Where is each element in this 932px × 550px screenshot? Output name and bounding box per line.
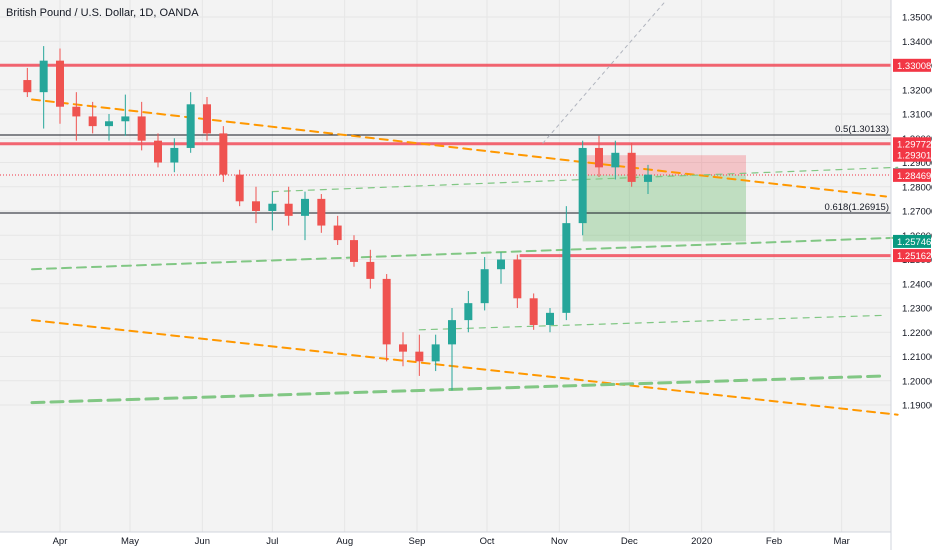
price-badge (893, 137, 931, 151)
candle-body[interactable] (284, 203, 293, 216)
y-tick-label: 1.35000 (902, 13, 932, 24)
price-badge-label: 1.29301 (897, 151, 931, 162)
y-tick-label: 1.31000 (902, 110, 932, 121)
x-tick-label: Nov (551, 536, 568, 547)
candle-body[interactable] (595, 147, 603, 168)
time-axis[interactable]: Apr May Jun Jul Aug Sep Oct Nov Dec 2020 Feb Mar (53, 536, 850, 547)
y-tick-label: 1.24000 (902, 279, 932, 290)
candle-body[interactable] (578, 147, 587, 224)
candle-body[interactable] (23, 80, 32, 93)
price-badge (893, 58, 931, 72)
price-axis[interactable]: 1.350001.340001.330001.320001.310001.300… (902, 13, 932, 412)
y-tick-label: 1.32000 (902, 85, 932, 96)
candle-body[interactable] (154, 140, 162, 163)
candle-body[interactable] (448, 320, 456, 345)
candle-body[interactable] (333, 225, 342, 241)
candle-body[interactable] (513, 259, 522, 299)
candle-body[interactable] (72, 106, 81, 117)
candle-body[interactable] (137, 116, 146, 141)
candle-body[interactable] (56, 60, 64, 107)
candle-body[interactable] (529, 298, 538, 325)
candle-body[interactable] (350, 240, 358, 262)
candle-body[interactable] (644, 174, 652, 182)
y-tick-label: 1.22000 (902, 328, 932, 339)
candle-body[interactable] (186, 104, 195, 148)
grid (0, 0, 891, 532)
candle-body[interactable] (39, 60, 48, 93)
candle-body[interactable] (268, 203, 277, 211)
x-tick-label: Feb (766, 536, 782, 547)
price-badge-label: 1.29772 (897, 139, 931, 150)
y-tick-label: 1.34000 (902, 37, 932, 48)
candle-body[interactable] (415, 351, 424, 362)
price-badges: 1.330081.297721.293011.284861.284691.257… (893, 58, 931, 263)
candle-body[interactable] (121, 116, 130, 122)
y-tick-label: 1.29000 (902, 158, 932, 169)
plot-background (0, 0, 891, 532)
chart-title: British Pound / U.S. Dollar, 1D, OANDA (6, 7, 199, 19)
orange-trendline-upper[interactable] (31, 98, 887, 198)
green-trendline-mid[interactable] (31, 236, 899, 271)
candle-body[interactable] (301, 198, 309, 216)
x-tick-label: Aug (336, 536, 353, 547)
candle-body[interactable] (562, 223, 571, 313)
fib-level-label: 0.618(1.26915) (825, 202, 889, 213)
x-tick-label: Sep (409, 536, 426, 547)
candle-body[interactable] (105, 121, 113, 127)
price-badge (893, 148, 931, 162)
candle-body[interactable] (399, 344, 407, 352)
y-tick-label: 1.28000 (902, 182, 932, 193)
green-trendline-thin[interactable] (418, 314, 887, 331)
price-badge (893, 249, 931, 263)
price-badge-label: 1.25746 (897, 237, 931, 248)
position-zones (582, 155, 746, 242)
candle-body[interactable] (252, 201, 260, 211)
x-tick-label: Apr (53, 536, 68, 547)
trendlines (30, 1, 899, 416)
candle-body[interactable] (382, 278, 391, 345)
grey-projection-line[interactable] (542, 1, 665, 144)
candle-body[interactable] (611, 152, 620, 168)
x-tick-label: Dec (621, 536, 638, 547)
price-badge-label: 1.33008 (897, 61, 931, 72)
fib-level-label: 0.5(1.30133) (835, 124, 889, 135)
candle-body[interactable] (431, 344, 440, 362)
candle-body[interactable] (88, 116, 97, 127)
candle-body[interactable] (627, 152, 636, 182)
price-badge-label: 1.25162 (897, 251, 931, 262)
price-badge (893, 168, 931, 182)
stop-loss-zone (582, 155, 746, 175)
candle-body[interactable] (219, 133, 228, 175)
x-tick-label: Jul (266, 536, 278, 547)
y-tick-label: 1.21000 (902, 352, 932, 363)
y-tick-label: 1.19000 (902, 401, 932, 412)
price-badge (893, 234, 931, 248)
x-tick-label: 2020 (691, 536, 712, 547)
candle-body[interactable] (480, 269, 489, 304)
candle-body[interactable] (464, 303, 473, 321)
take-profit-zone (582, 174, 746, 242)
price-badge-label: 1.28469 (897, 171, 931, 182)
candle-body[interactable] (366, 261, 375, 279)
orange-trendline-lower[interactable] (31, 319, 899, 416)
x-tick-label: Oct (480, 536, 495, 547)
candle-body[interactable] (235, 174, 244, 202)
y-tick-label: 1.23000 (902, 304, 932, 315)
horizontal-levels (0, 63, 891, 258)
green-trendline-bottom[interactable] (30, 374, 888, 405)
x-tick-label: Jun (195, 536, 210, 547)
candle-body[interactable] (170, 147, 179, 163)
candle-body[interactable] (546, 312, 554, 325)
candle-body[interactable] (317, 198, 326, 226)
x-tick-label: May (121, 536, 139, 547)
candles (23, 46, 652, 391)
fib-labels: 0.5(1.30133) 0.618(1.26915) (825, 124, 889, 213)
x-tick-label: Mar (833, 536, 849, 547)
y-tick-label: 1.27000 (902, 207, 932, 218)
y-tick-label: 1.20000 (902, 376, 932, 387)
candle-body[interactable] (497, 259, 505, 270)
candle-body[interactable] (203, 104, 211, 134)
